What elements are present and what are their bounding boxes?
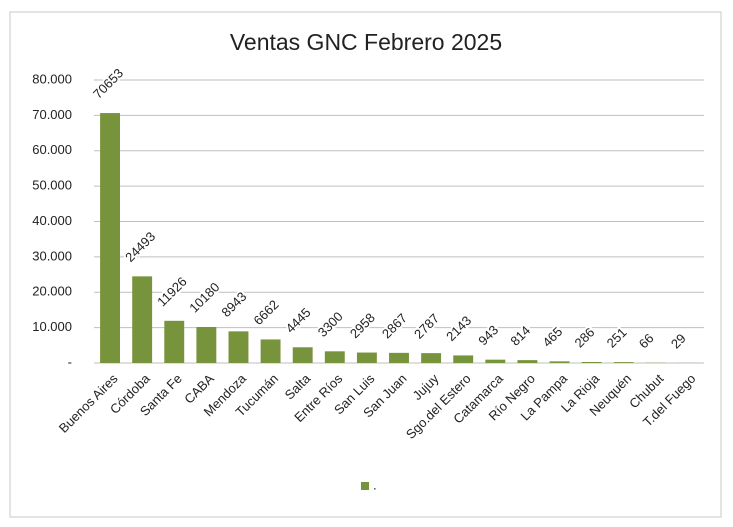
y-tick-label: - [68,354,72,369]
bar [196,326,217,363]
bar [356,352,377,363]
bar [324,351,345,363]
y-tick-label: 40.000 [32,213,72,228]
y-tick-label: 10.000 [32,319,72,334]
bar [517,360,538,363]
y-tick-label: 20.000 [32,284,72,299]
y-tick-label: 50.000 [32,178,72,193]
bar [164,320,185,363]
y-tick-label: 70.000 [32,107,72,122]
bar [389,352,409,363]
bar [453,355,474,363]
bar [100,113,121,364]
bar [613,362,634,363]
bar [485,359,506,363]
bar [292,347,313,363]
bar [132,276,153,363]
chart-frame [9,11,722,518]
y-tick-label: 80.000 [32,71,72,86]
bar [260,339,281,363]
chart-title: Ventas GNC Febrero 2025 [230,29,502,55]
y-tick-label: 60.000 [32,142,72,157]
legend-label: . [373,477,377,492]
bar [549,361,570,363]
bar [581,361,602,363]
bar [421,353,442,363]
y-tick-label: 30.000 [32,248,72,263]
bar [228,331,249,363]
legend-marker [361,482,369,490]
